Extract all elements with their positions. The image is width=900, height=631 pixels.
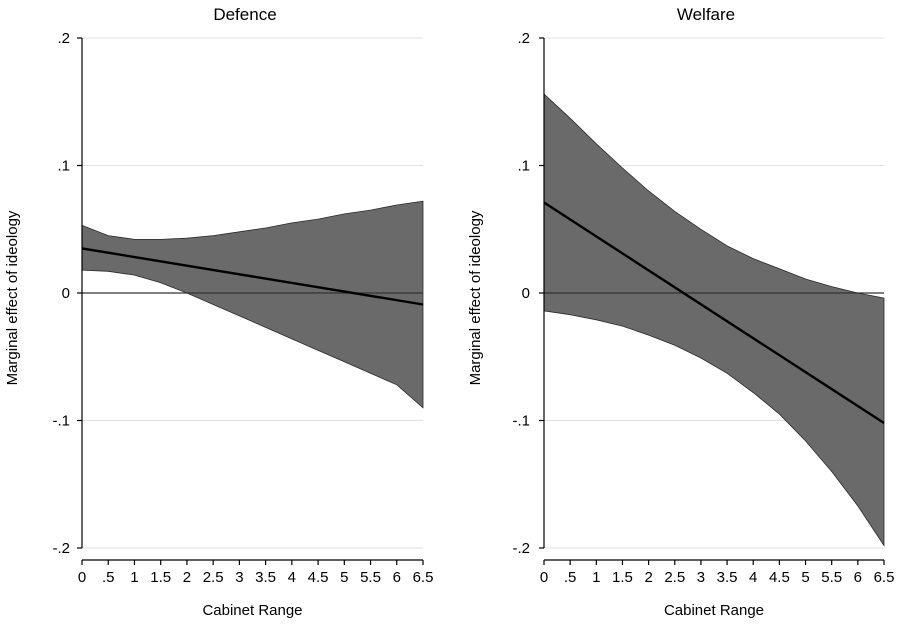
x-axis-label: Cabinet Range — [664, 602, 764, 619]
x-tick-label: 0 — [540, 569, 548, 586]
x-tick-label: 2 — [183, 569, 191, 586]
marginal-effect-line — [543, 201, 885, 425]
panel-defence: .2 .1 0 -.1 -.2 0 .5 1 1.5 2 2.5 3 3.5 4 4.5 5 5.5 6 6.5 De… — [4, 5, 433, 619]
marginal-effect-line — [81, 247, 424, 306]
x-tick-label: 0 — [78, 569, 86, 586]
x-tick-label: 5.5 — [360, 569, 381, 586]
x-tick-label: 6.5 — [874, 569, 895, 586]
x-tick-label: 4 — [288, 569, 296, 586]
x-tick-label: 1.5 — [612, 569, 633, 586]
y-tick-label: 0 — [62, 285, 70, 302]
x-tick-label: 2 — [644, 569, 652, 586]
y-tick-label: -.1 — [512, 413, 530, 430]
x-tick-label: 1.5 — [150, 569, 171, 586]
x-tick-label: 3 — [235, 569, 243, 586]
y-tick-label: .1 — [517, 158, 530, 175]
x-tick-label: 3 — [697, 569, 705, 586]
panel-welfare: .2 .1 0 -.1 -.2 0 .5 1 1.5 2 2.5 3 3.5 4 4.5 5 5.5 6 6.5 We… — [467, 5, 894, 619]
x-tick-label: 1 — [130, 569, 138, 586]
x-tick-label: 5.5 — [821, 569, 842, 586]
x-tick-label: 3.5 — [717, 569, 738, 586]
x-tick-label: 3.5 — [255, 569, 276, 586]
confidence-band — [81, 200, 424, 409]
x-tick-label: 1 — [592, 569, 600, 586]
x-tick-label: .5 — [102, 569, 115, 586]
chart-title: Welfare — [677, 5, 735, 24]
x-tick-label: 5 — [801, 569, 809, 586]
confidence-band — [543, 93, 885, 547]
chart-title: Defence — [213, 5, 276, 24]
x-tick-label: 6 — [854, 569, 862, 586]
x-tick-label: 4 — [749, 569, 757, 586]
x-tick-label: 6.5 — [413, 569, 434, 586]
x-tick-label: 2.5 — [664, 569, 685, 586]
x-tick-label: 4.5 — [308, 569, 329, 586]
y-axis-label: Marginal effect of ideology — [4, 210, 21, 385]
x-tick-label: 5 — [340, 569, 348, 586]
x-axis-label: Cabinet Range — [202, 602, 302, 619]
x-tick-label: 4.5 — [769, 569, 790, 586]
y-tick-label: -.1 — [52, 413, 70, 430]
y-tick-label: .1 — [57, 158, 70, 175]
x-tick-label: 6 — [393, 569, 401, 586]
x-tick-label: 2.5 — [203, 569, 224, 586]
y-tick-label: .2 — [57, 30, 70, 47]
y-tick-label: 0 — [522, 285, 530, 302]
y-tick-label: -.2 — [512, 540, 530, 557]
x-tick-label: .5 — [564, 569, 577, 586]
y-tick-label: .2 — [517, 30, 530, 47]
y-axis-label: Marginal effect of ideology — [467, 210, 484, 385]
y-tick-label: -.2 — [52, 540, 70, 557]
